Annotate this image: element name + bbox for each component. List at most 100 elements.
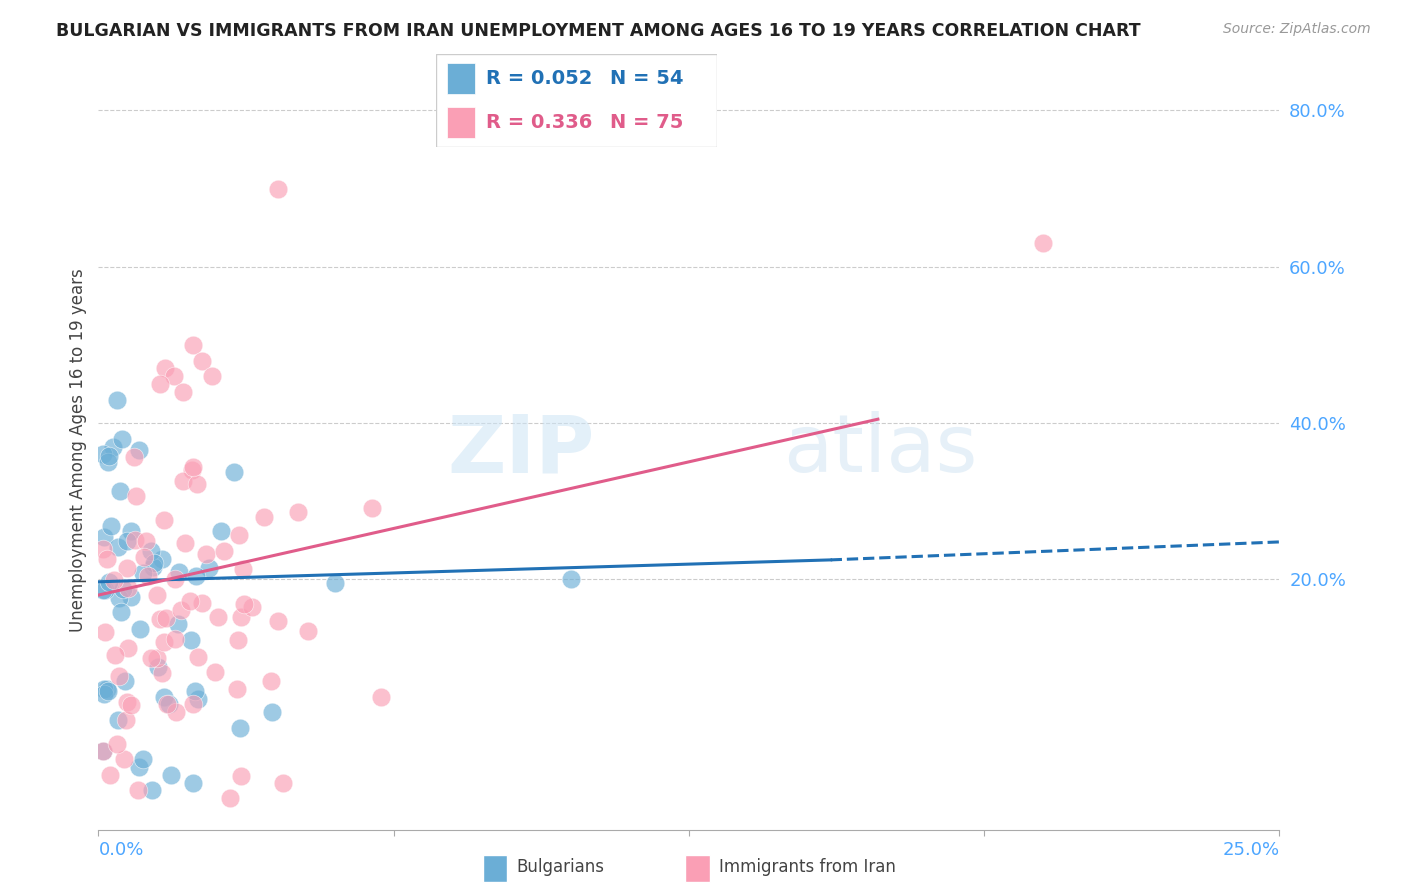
Point bbox=[219, 791, 242, 805]
Point bbox=[153, 361, 176, 376]
Point bbox=[136, 569, 159, 583]
Point bbox=[201, 369, 224, 384]
Point bbox=[143, 556, 166, 570]
Point bbox=[110, 606, 132, 620]
Point bbox=[128, 760, 150, 774]
Point bbox=[560, 573, 582, 587]
FancyBboxPatch shape bbox=[447, 63, 475, 94]
Point bbox=[155, 610, 177, 624]
Point bbox=[186, 477, 208, 491]
Point bbox=[163, 369, 186, 384]
Point bbox=[181, 459, 204, 474]
Point bbox=[167, 617, 190, 632]
Point bbox=[160, 768, 183, 782]
Text: BULGARIAN VS IMMIGRANTS FROM IRAN UNEMPLOYMENT AMONG AGES 16 TO 19 YEARS CORRELA: BULGARIAN VS IMMIGRANTS FROM IRAN UNEMPL… bbox=[56, 22, 1140, 40]
Point bbox=[172, 474, 194, 488]
Point bbox=[172, 384, 194, 399]
Point bbox=[121, 591, 143, 605]
Point bbox=[107, 541, 129, 555]
Point bbox=[191, 353, 214, 368]
Point bbox=[97, 449, 120, 463]
Point bbox=[226, 632, 249, 647]
Point bbox=[165, 632, 187, 647]
Point bbox=[260, 674, 283, 689]
Point bbox=[226, 681, 249, 696]
Y-axis label: Unemployment Among Ages 16 to 19 years: Unemployment Among Ages 16 to 19 years bbox=[69, 268, 87, 632]
Point bbox=[120, 524, 142, 539]
Point bbox=[242, 600, 264, 615]
Point bbox=[93, 681, 115, 696]
Point bbox=[91, 744, 114, 758]
Point bbox=[229, 769, 252, 783]
Point bbox=[111, 432, 134, 446]
Point bbox=[204, 665, 226, 679]
Text: ZIP: ZIP bbox=[447, 411, 595, 490]
Point bbox=[232, 562, 254, 576]
Point bbox=[114, 674, 136, 689]
Point bbox=[229, 721, 252, 735]
Point bbox=[228, 528, 250, 542]
Text: R = 0.052: R = 0.052 bbox=[486, 69, 593, 87]
Point bbox=[141, 783, 163, 797]
Point bbox=[187, 691, 209, 706]
Point bbox=[135, 533, 157, 548]
Point bbox=[97, 574, 120, 589]
Point bbox=[129, 622, 152, 636]
Point bbox=[115, 560, 138, 574]
Point bbox=[1032, 236, 1054, 251]
Point bbox=[132, 549, 155, 564]
Point bbox=[142, 560, 165, 574]
Point bbox=[96, 552, 118, 566]
Point bbox=[153, 513, 176, 527]
Point bbox=[153, 690, 176, 704]
Point bbox=[93, 687, 115, 701]
Point bbox=[222, 465, 245, 479]
Point bbox=[190, 596, 212, 610]
Point bbox=[155, 698, 177, 712]
Point bbox=[128, 443, 150, 458]
Point bbox=[146, 659, 169, 673]
Text: atlas: atlas bbox=[783, 411, 977, 490]
Point bbox=[104, 648, 127, 663]
FancyBboxPatch shape bbox=[436, 54, 717, 147]
Point bbox=[115, 713, 138, 727]
Point bbox=[149, 612, 172, 626]
Point bbox=[233, 597, 256, 611]
Point bbox=[100, 519, 122, 533]
Point bbox=[112, 752, 135, 766]
Point bbox=[91, 582, 114, 597]
Point bbox=[229, 609, 252, 624]
Point bbox=[122, 450, 145, 464]
Point bbox=[139, 543, 162, 558]
Point bbox=[96, 681, 118, 696]
Point bbox=[94, 625, 117, 640]
Point bbox=[91, 541, 114, 556]
Point bbox=[181, 698, 204, 712]
Point bbox=[180, 463, 202, 477]
Point bbox=[125, 489, 148, 503]
Point bbox=[173, 535, 195, 549]
Point bbox=[180, 632, 202, 647]
Point bbox=[117, 695, 139, 709]
Point bbox=[149, 377, 172, 392]
Point bbox=[165, 572, 187, 586]
Point bbox=[267, 181, 290, 195]
FancyBboxPatch shape bbox=[482, 855, 508, 881]
Text: R = 0.336: R = 0.336 bbox=[486, 113, 593, 132]
Point bbox=[152, 635, 174, 649]
FancyBboxPatch shape bbox=[685, 855, 710, 881]
Point bbox=[271, 775, 294, 789]
Point bbox=[107, 713, 129, 727]
Point bbox=[139, 651, 162, 665]
Text: N = 75: N = 75 bbox=[610, 113, 683, 132]
Point bbox=[262, 706, 284, 720]
Point bbox=[197, 561, 219, 575]
Point bbox=[267, 614, 290, 628]
Point bbox=[91, 744, 114, 758]
Point bbox=[91, 447, 114, 461]
Point bbox=[107, 669, 129, 683]
Text: N = 54: N = 54 bbox=[610, 69, 683, 87]
FancyBboxPatch shape bbox=[447, 107, 475, 138]
Point bbox=[187, 649, 209, 664]
Point bbox=[124, 533, 146, 547]
